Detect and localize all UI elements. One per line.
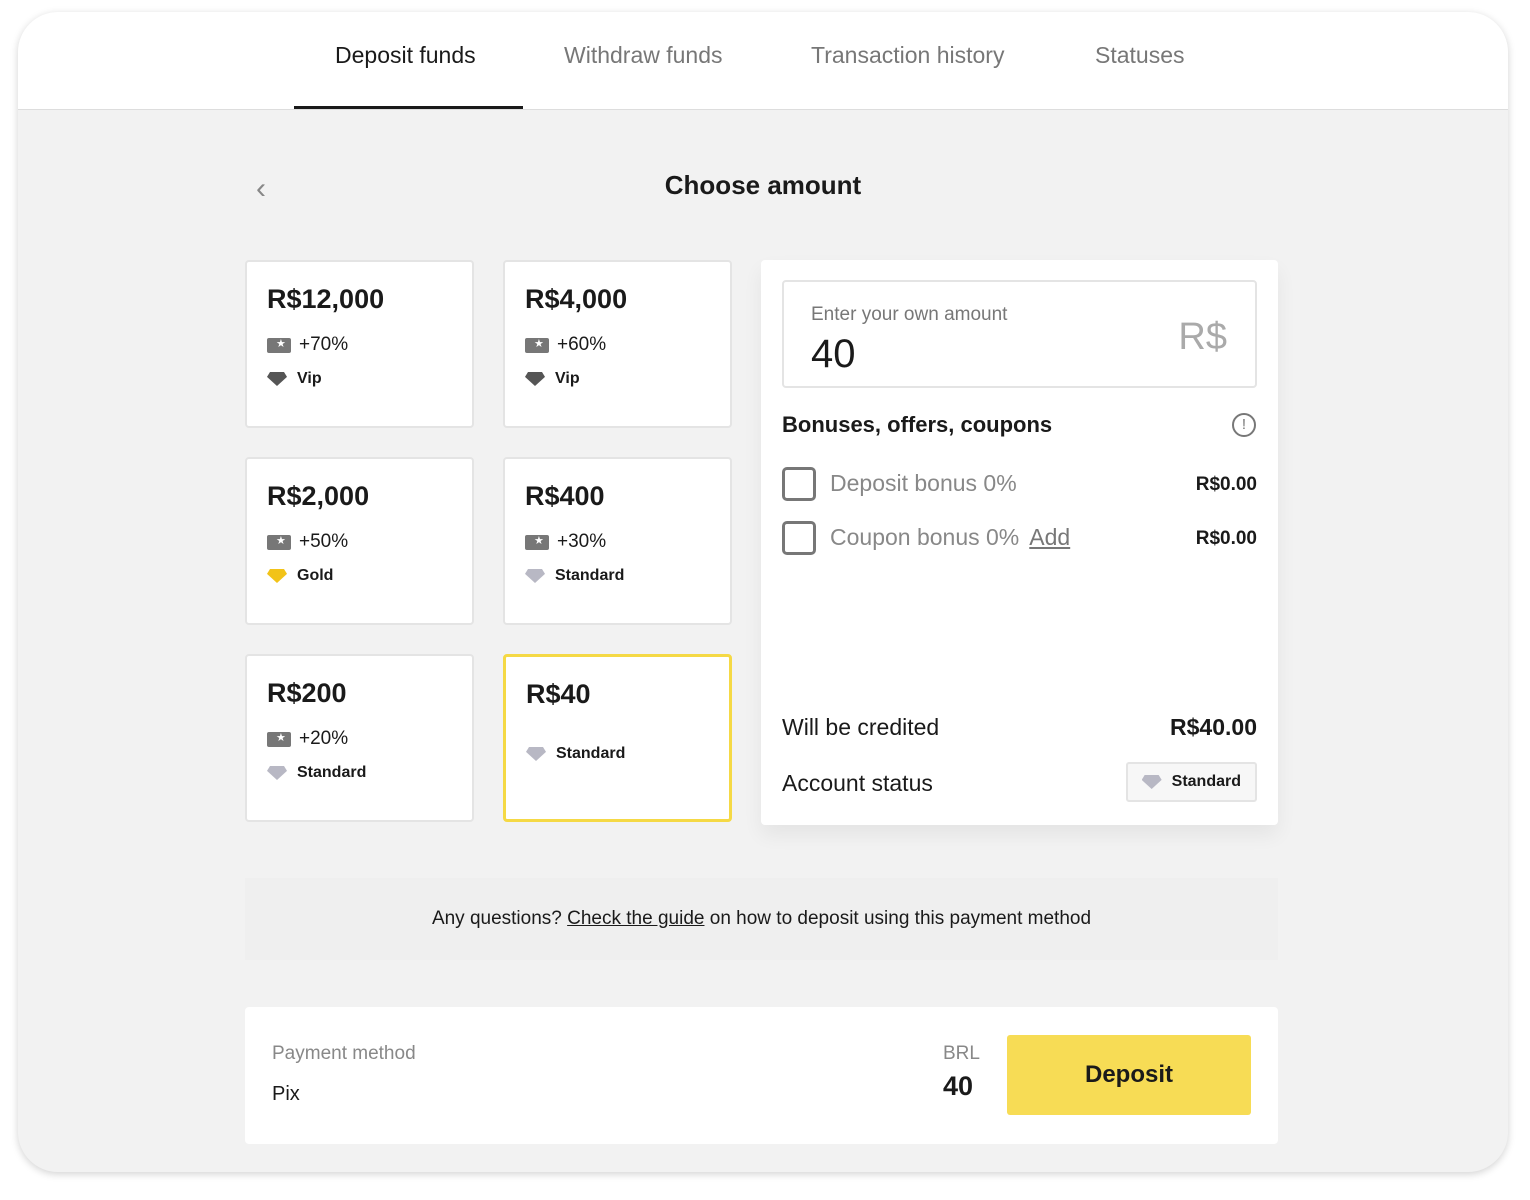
amount-input-label: Enter your own amount [811,304,1008,325]
card-amount: R$40 [526,679,591,709]
amount-card[interactable]: R$2,000 +50% Gold [245,457,474,625]
card-level: Standard [555,567,625,584]
back-chevron-icon[interactable]: ‹ [256,172,266,205]
diamond-icon [267,569,287,583]
card-bonus: +30% [557,531,607,552]
help-banner: Any questions? Check the guide on how to… [245,878,1278,960]
payment-bar: Payment method Pix BRL 40 Deposit [245,1007,1278,1144]
tab-withdraw-funds[interactable]: Withdraw funds [564,42,723,68]
amount-card[interactable]: R$4,000 +60% Vip [503,260,732,428]
coupon-bonus-value: R$0.00 [1195,528,1257,549]
tab-bar: Deposit funds Withdraw funds Transaction… [18,12,1508,110]
bonuses-heading: Bonuses, offers, coupons [782,412,1053,437]
currency-symbol: R$ [1178,316,1227,358]
help-prefix: Any questions? [431,908,562,929]
account-status-label: Account status [782,770,933,796]
amount-panel: Enter your own amount 40 R$ Bonuses, off… [761,260,1278,825]
amount-card[interactable]: R$12,000 +70% Vip [245,260,474,428]
card-amount: R$400 [525,481,605,511]
amount-card[interactable]: R$200 +20% Standard [245,654,474,822]
tab-statuses[interactable]: Statuses [1095,42,1185,68]
diamond-icon [1141,775,1162,789]
credited-label: Will be credited [782,714,940,740]
account-status-value: Standard [1171,773,1241,790]
ticket-icon [525,337,549,353]
amount-input-value[interactable]: 40 [811,332,856,376]
coupon-bonus-label: Coupon bonus 0% [830,524,1020,550]
diamond-icon [267,372,287,386]
card-amount: R$12,000 [267,284,385,314]
payment-method-label: Payment method [272,1043,416,1064]
amount-card[interactable]: R$400 +30% Standard [503,457,732,625]
card-level: Standard [556,745,626,762]
payment-method-value: Pix [272,1083,300,1105]
coupon-bonus-checkbox[interactable] [782,521,816,555]
page-title: Choose amount [664,170,862,200]
deposit-bonus-checkbox[interactable] [782,467,816,501]
info-icon[interactable]: ! [1232,413,1256,437]
card-amount: R$2,000 [267,481,370,511]
card-bonus: +20% [299,728,349,749]
tab-deposit-funds[interactable]: Deposit funds [335,42,476,68]
card-bonus: +70% [299,334,349,355]
card-level: Standard [297,764,367,781]
card-amount: R$4,000 [525,284,628,314]
currency-code: BRL [943,1043,980,1064]
deposit-window: Deposit funds Withdraw funds Transaction… [18,12,1508,1172]
card-level: Vip [297,370,322,387]
active-tab-indicator [294,106,523,109]
ticket-icon [267,731,291,747]
card-bonus: +50% [299,531,349,552]
credited-value: R$40.00 [1170,714,1257,740]
payment-amount: 40 [943,1071,974,1101]
account-status-badge: Standard [1125,762,1257,802]
card-level: Vip [555,370,580,387]
card-amount: R$200 [267,678,347,708]
ticket-icon [525,534,549,550]
check-guide-link[interactable]: Check the guide [567,908,705,929]
deposit-bonus-label: Deposit bonus 0% [830,470,1017,496]
tab-transaction-history[interactable]: Transaction history [811,42,1005,68]
deposit-button[interactable]: Deposit [1007,1035,1251,1115]
help-suffix: on how to deposit using this payment met… [709,908,1092,929]
card-level: Gold [297,567,334,584]
ticket-icon [267,337,291,353]
deposit-bonus-value: R$0.00 [1195,474,1257,495]
diamond-icon [267,766,287,780]
amount-input[interactable]: Enter your own amount 40 R$ [782,280,1257,388]
amount-card[interactable]: R$40 Standard [503,654,732,822]
add-coupon-link[interactable]: Add [1029,524,1071,550]
diamond-icon [525,569,545,583]
ticket-icon [267,534,291,550]
card-bonus: +60% [557,334,607,355]
diamond-icon [525,372,545,386]
diamond-icon [526,747,546,761]
